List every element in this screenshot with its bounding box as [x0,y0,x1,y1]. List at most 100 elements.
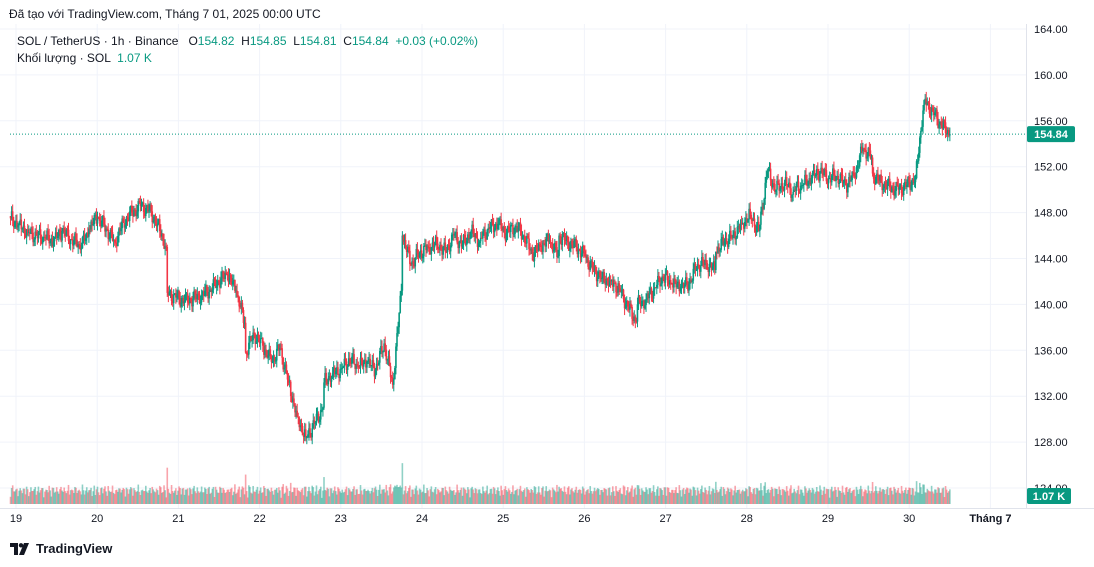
candle-body [629,303,631,310]
candle-body [600,276,602,280]
volume-bar [707,490,710,504]
candle-body [796,181,799,184]
symbol-legend[interactable]: SOL / TetherUS · 1h · Binance O154.82 H1… [17,34,478,48]
candle-body [193,290,195,299]
volume-legend[interactable]: Khối lượng · SOL 1.07 K [17,51,152,65]
candle-body [518,222,521,228]
volume-bar [819,485,821,504]
candle-body [370,365,373,367]
volume-bar [825,488,828,504]
candle-body [742,223,745,229]
volume-bar [702,491,704,504]
candle-body [562,232,565,237]
candle-body [679,287,682,292]
volume-bar [748,486,750,504]
candle-body [381,346,383,353]
volume-bar [594,491,597,504]
candle-body [519,222,522,232]
volume-bar [783,490,786,504]
volume-bar [544,490,546,504]
volume-bar [253,491,256,504]
x-tick-label: 30 [903,513,915,525]
volume-bar [27,496,30,504]
volume-bar [625,490,628,504]
volume-bar [894,488,896,504]
volume-bar [43,497,45,504]
candle-body [250,336,252,341]
volume-bar [852,489,855,504]
volume-bar [353,486,355,504]
candle-body [259,338,262,344]
volume-bar [144,485,147,504]
candle-body [242,310,245,323]
symbol-title[interactable]: SOL / TetherUS · 1h · Binance [17,34,179,48]
candle-body [379,350,381,363]
candle-body [790,188,792,198]
x-tick-label: 20 [91,513,103,525]
candle-body [383,343,385,352]
candle-body [910,184,913,190]
volume-bar [143,490,146,504]
volume-bar [921,493,923,504]
volume-bar [474,488,477,504]
candlestick-series [9,91,951,445]
tradingview-logo[interactable]: TradingView [10,541,112,556]
candle-body [741,223,744,225]
candle-body [631,306,633,319]
volume-bar [390,493,393,504]
tradingview-brand: TradingView [36,541,113,556]
candle-body [399,295,402,313]
candle-body [763,198,765,209]
x-axis[interactable]: 19 20 21 22 23 24 25 26 27 28 29 30 Tháng 7 [10,513,1012,525]
candle-body [507,226,510,230]
candle-body [312,420,315,429]
volume-bar [75,487,77,504]
x-tick-label: 22 [253,513,265,525]
candle-body [264,349,266,355]
volume-bar [244,474,247,504]
candle-body [175,293,177,298]
volume-bar [414,488,417,504]
candle-body [630,303,632,307]
volume-bar [530,488,532,504]
candle-body [314,422,317,424]
candle-body [23,225,26,234]
y-axis[interactable]: 164.00160.00156.00152.00148.00144.00140.… [1034,24,1068,495]
candle-body [493,227,496,233]
candle-body [273,356,276,362]
candle-body [436,243,439,250]
volume-bar [763,485,765,504]
candle-body [815,169,818,175]
volume-bar [915,481,918,504]
candle-body [497,224,499,230]
volume-bar [213,496,216,504]
volume-bar [528,490,530,504]
volume-bar [151,486,154,504]
open-value: 154.82 [197,34,235,48]
candle-body [240,302,243,308]
volume-bar [879,487,881,504]
volume-bar [477,489,480,504]
volume-bar [206,494,208,504]
volume-bar [270,487,273,504]
candle-body [229,274,232,279]
y-tick-label: 128.00 [1034,437,1068,449]
candle-body [92,224,94,226]
volume-bar [157,494,160,504]
candle-body [460,240,463,247]
candle-body [784,177,787,183]
volume-bar [383,489,385,504]
volume-bar [513,494,515,504]
volume-bar [427,490,429,504]
candle-body [873,178,876,185]
candle-body [598,271,600,278]
grid-lines [0,24,1026,508]
volume-bar [442,487,444,504]
volume-bar [258,490,261,504]
candle-body [307,434,309,438]
candle-body [596,277,599,282]
volume-bar [947,491,950,504]
candle-body [617,283,619,293]
candle-body [602,271,604,279]
